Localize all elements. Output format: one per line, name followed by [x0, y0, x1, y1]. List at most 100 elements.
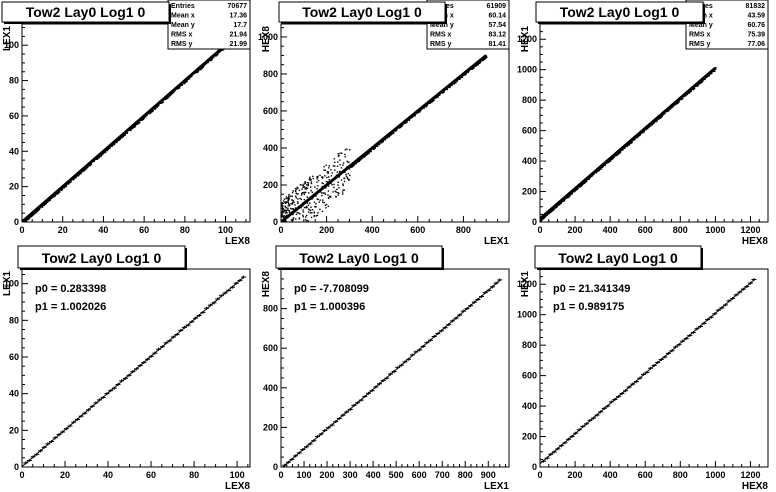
scatter-point: [98, 156, 101, 159]
scatter-point: [284, 205, 286, 207]
scatter-point: [309, 179, 311, 181]
x-tick-label: 800: [673, 225, 688, 235]
plot-title-box: Tow2 Lay0 Log1 0: [1, 1, 171, 24]
scatter-point: [328, 195, 331, 198]
stats-value: 43.59: [747, 13, 765, 20]
scatter-point: [338, 187, 340, 189]
scatter-point: [287, 199, 290, 202]
scatter-point: [286, 201, 288, 203]
scatter-point: [659, 117, 662, 119]
scatter-point: [301, 191, 304, 194]
scatter-point: [297, 187, 299, 189]
scatter-point: [626, 145, 628, 147]
fit-parameter: p0 = 21.341349: [553, 283, 630, 295]
scatter-point: [22, 223, 23, 224]
scatter-point: [185, 80, 188, 83]
scatter-point: [690, 90, 693, 92]
fit-parameter: p0 = 0.283398: [35, 283, 106, 295]
y-tick-label: 100: [4, 40, 19, 50]
scatter-point: [285, 239, 286, 240]
y-tick-label: 800: [522, 340, 537, 350]
scatter-point: [646, 128, 649, 130]
scatter-point: [332, 191, 334, 193]
y-axis-label: HEX8: [261, 271, 272, 298]
y-tick-label: 400: [263, 143, 278, 153]
scatter-point: [708, 74, 710, 77]
scatter-point: [619, 150, 622, 153]
scatter-point: [315, 202, 317, 205]
scatter-point: [307, 192, 310, 194]
y-tick-label: 1000: [258, 32, 278, 42]
scatter-point: [327, 171, 329, 173]
scatter-point: [455, 81, 457, 84]
scatter-point: [342, 183, 344, 185]
scatter-point: [558, 204, 560, 206]
scatter-point: [167, 96, 169, 99]
stats-value: 61909: [487, 3, 507, 10]
scatter-point: [330, 175, 333, 177]
scatter-band: [281, 54, 488, 222]
scatter-point: [216, 53, 219, 56]
scatter-point: [113, 143, 116, 146]
scatter-point: [556, 205, 558, 207]
scatter-point: [341, 191, 344, 193]
scatter-point: [669, 108, 672, 110]
scatter-point: [34, 211, 37, 214]
title-frame: [534, 245, 702, 269]
scatter-point: [89, 164, 91, 167]
scatter-point: [303, 193, 306, 196]
scatter-point: [173, 91, 175, 94]
y-tick-label: 600: [522, 371, 537, 381]
scatter-point: [27, 218, 30, 220]
scatter-point: [178, 87, 180, 89]
scatter-point: [393, 132, 395, 134]
scatter-point: [311, 212, 313, 214]
scatter-point: [281, 239, 282, 240]
y-tick-label: 20: [9, 425, 19, 435]
scatter-point: [307, 184, 309, 187]
stats-value: 17.7: [233, 22, 247, 29]
scatter-point: [325, 203, 328, 206]
stats-label: Mean y: [171, 22, 195, 29]
scatter-point: [378, 143, 381, 146]
scatter-point: [688, 92, 690, 94]
x-tick-label: 40: [98, 225, 108, 235]
scatter-point: [449, 86, 451, 89]
stats-box: Entries 70677 Mean x 17.36 Mean y 17.7 RMS x 21…: [167, 0, 251, 50]
scatter-point: [339, 152, 341, 154]
scatter-point: [285, 197, 287, 200]
scatter-point: [102, 152, 105, 155]
scatter-point: [319, 174, 321, 177]
scatter-point: [483, 58, 486, 61]
x-tick-label: 400: [603, 470, 618, 480]
scatter-point: [288, 224, 289, 225]
scatter-point: [304, 182, 306, 185]
title-frame: [1, 1, 170, 23]
scatter-point: [152, 110, 154, 112]
scatter-point: [296, 221, 298, 222]
plot-title: Tow2 Lay0 Log1 0: [560, 4, 680, 20]
scatter-point: [296, 211, 298, 214]
scatter-point: [302, 186, 304, 189]
x-tick-label: 200: [319, 225, 334, 235]
scatter-point: [292, 219, 294, 221]
scatter-point: [296, 221, 299, 222]
y-tick-label: 800: [263, 304, 278, 314]
scatter-point: [288, 193, 290, 196]
plot-title-box: Tow2 Lay0 Log1 0: [535, 1, 705, 24]
scatter-point: [317, 179, 320, 182]
scatter-point: [437, 95, 439, 98]
scatter-point: [319, 208, 321, 211]
scatter-point: [461, 76, 463, 78]
scatter-point: [331, 184, 333, 186]
y-tick-label: 200: [522, 432, 537, 442]
scatter-point: [552, 209, 554, 212]
scatter-point: [637, 135, 640, 138]
scatter-point: [477, 63, 479, 66]
scatter-point: [571, 192, 574, 195]
plot-title: Tow2 Lay0 Log1 0: [558, 250, 678, 266]
scatter-point: [338, 176, 340, 178]
scatter-point: [599, 168, 601, 170]
scatter-point: [325, 164, 327, 166]
scatter-point: [338, 154, 340, 157]
